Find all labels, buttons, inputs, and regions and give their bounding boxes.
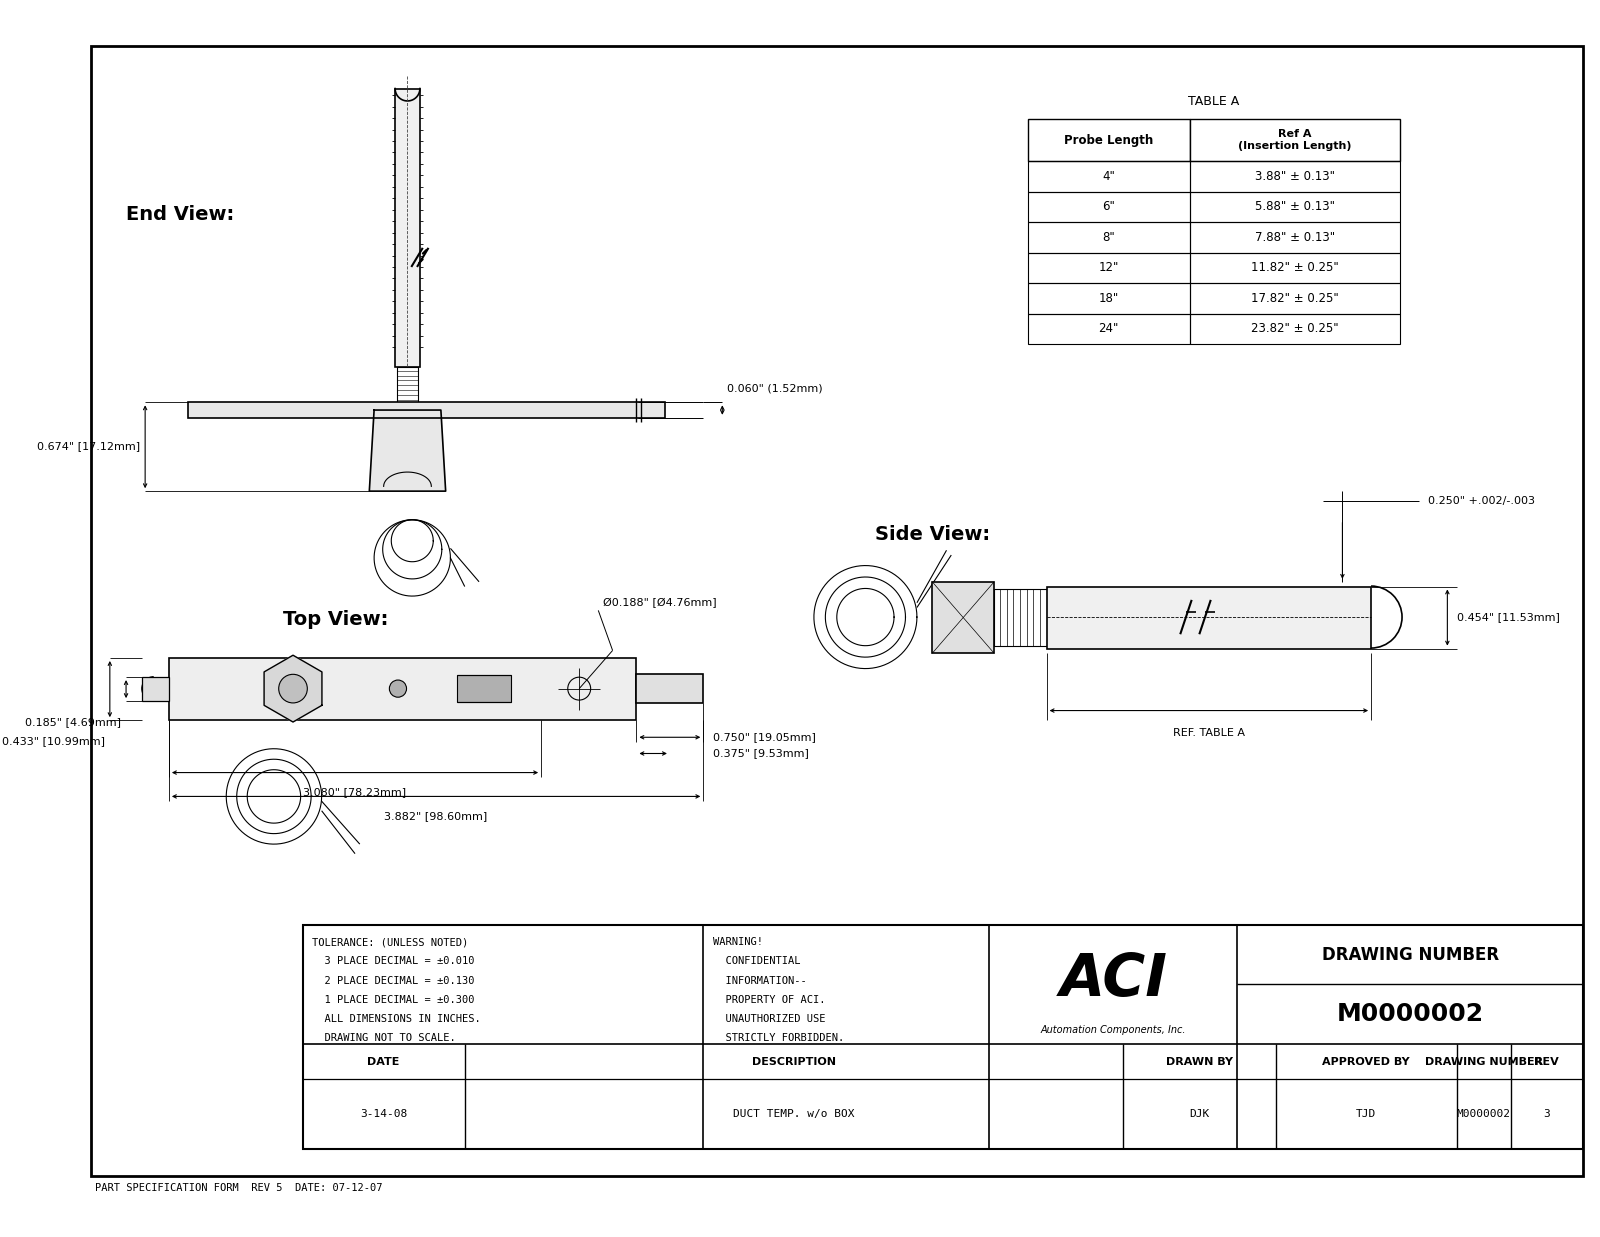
- Text: 0.375" [9.53mm]: 0.375" [9.53mm]: [712, 748, 808, 758]
- Bar: [1027, 119, 1190, 161]
- Text: M0000002: M0000002: [1456, 1110, 1510, 1119]
- Text: PROPERTY OF ACI.: PROPERTY OF ACI.: [712, 995, 826, 1004]
- Text: Ø0.188" [Ø4.76mm]: Ø0.188" [Ø4.76mm]: [603, 597, 717, 607]
- Text: TJD: TJD: [1357, 1110, 1376, 1119]
- Text: 4": 4": [1102, 169, 1115, 183]
- Text: 3.882" [98.60mm]: 3.882" [98.60mm]: [384, 810, 488, 820]
- Polygon shape: [264, 656, 322, 722]
- Text: STRICTLY FORBIDDEN.: STRICTLY FORBIDDEN.: [712, 1033, 845, 1043]
- Text: 2 PLACE DECIMAL = ±0.130: 2 PLACE DECIMAL = ±0.130: [312, 976, 475, 986]
- Bar: [170, 658, 637, 720]
- Bar: [637, 674, 704, 703]
- Bar: [395, 89, 419, 367]
- Text: DATE: DATE: [368, 1056, 400, 1066]
- Bar: [1190, 252, 1400, 283]
- Text: CONFIDENTIAL: CONFIDENTIAL: [712, 956, 800, 966]
- Circle shape: [389, 680, 406, 698]
- Text: TABLE A: TABLE A: [1189, 95, 1240, 109]
- Text: UNAUTHORIZED USE: UNAUTHORIZED USE: [712, 1013, 826, 1024]
- Text: Ref A
(Insertion Length): Ref A (Insertion Length): [1238, 129, 1352, 151]
- Text: 0.454" [11.53mm]: 0.454" [11.53mm]: [1458, 612, 1560, 622]
- Text: PART SPECIFICATION FORM  REV 5  DATE: 07-12-07: PART SPECIFICATION FORM REV 5 DATE: 07-1…: [94, 1183, 382, 1192]
- Text: 0.433" [10.99mm]: 0.433" [10.99mm]: [2, 736, 106, 746]
- Text: Top View:: Top View:: [283, 610, 389, 630]
- Text: 6": 6": [1102, 200, 1115, 213]
- Text: DRAWING NUMBER: DRAWING NUMBER: [1322, 946, 1499, 964]
- Bar: [1190, 161, 1400, 192]
- Text: 0.674" [17.12mm]: 0.674" [17.12mm]: [37, 442, 141, 452]
- Bar: [1027, 223, 1190, 252]
- Text: ALL DIMENSIONS IN INCHES.: ALL DIMENSIONS IN INCHES.: [312, 1013, 482, 1024]
- Text: DRAWING NOT TO SCALE.: DRAWING NOT TO SCALE.: [312, 1033, 456, 1043]
- Text: Automation Components, Inc.: Automation Components, Inc.: [1040, 1025, 1186, 1035]
- Bar: [189, 402, 666, 418]
- Text: 3: 3: [1544, 1110, 1550, 1119]
- Text: INFORMATION--: INFORMATION--: [712, 976, 806, 986]
- Text: M0000002: M0000002: [1336, 1002, 1483, 1025]
- Text: 3-14-08: 3-14-08: [360, 1110, 408, 1119]
- Text: Side View:: Side View:: [875, 524, 990, 543]
- Bar: [1027, 283, 1190, 314]
- Text: 23.82" ± 0.25": 23.82" ± 0.25": [1251, 323, 1339, 335]
- Polygon shape: [370, 409, 446, 491]
- Text: 3.88" ± 0.13": 3.88" ± 0.13": [1254, 169, 1334, 183]
- Text: 17.82" ± 0.25": 17.82" ± 0.25": [1251, 292, 1339, 306]
- Bar: [142, 677, 170, 701]
- Bar: [1027, 192, 1190, 223]
- Text: DRAWN BY: DRAWN BY: [1166, 1056, 1234, 1066]
- Bar: [1027, 161, 1190, 192]
- Text: TOLERANCE: (UNLESS NOTED): TOLERANCE: (UNLESS NOTED): [312, 938, 469, 948]
- Text: REF. TABLE A: REF. TABLE A: [1173, 727, 1245, 737]
- Bar: [994, 589, 1046, 646]
- Bar: [1190, 283, 1400, 314]
- Bar: [302, 925, 1582, 1149]
- Bar: [458, 675, 510, 701]
- Text: ACI: ACI: [1059, 951, 1168, 1008]
- Text: 5.88" ± 0.13": 5.88" ± 0.13": [1254, 200, 1334, 213]
- Text: DRAWING NUMBER: DRAWING NUMBER: [1424, 1056, 1542, 1066]
- Text: End View:: End View:: [126, 205, 234, 224]
- Bar: [1190, 119, 1400, 161]
- Text: 3 PLACE DECIMAL = ±0.010: 3 PLACE DECIMAL = ±0.010: [312, 956, 475, 966]
- Text: 0.185" [4.69mm]: 0.185" [4.69mm]: [26, 717, 122, 727]
- Bar: [1027, 314, 1190, 344]
- Text: Probe Length: Probe Length: [1064, 134, 1154, 146]
- Bar: [1190, 192, 1400, 223]
- Text: 12": 12": [1099, 261, 1118, 275]
- Text: 8": 8": [1102, 231, 1115, 244]
- Text: 0.060" (1.52mm): 0.060" (1.52mm): [726, 383, 822, 393]
- Circle shape: [278, 674, 307, 703]
- Text: APPROVED BY: APPROVED BY: [1323, 1056, 1410, 1066]
- Text: DUCT TEMP. w/o BOX: DUCT TEMP. w/o BOX: [733, 1110, 854, 1119]
- Text: 7.88" ± 0.13": 7.88" ± 0.13": [1254, 231, 1334, 244]
- Bar: [933, 581, 994, 653]
- Bar: [1046, 586, 1371, 648]
- Text: DJK: DJK: [1189, 1110, 1210, 1119]
- Text: DESCRIPTION: DESCRIPTION: [752, 1056, 835, 1066]
- Text: 18": 18": [1099, 292, 1118, 306]
- Text: 1 PLACE DECIMAL = ±0.300: 1 PLACE DECIMAL = ±0.300: [312, 995, 475, 1004]
- Bar: [1190, 314, 1400, 344]
- Text: 24": 24": [1099, 323, 1118, 335]
- Text: 0.750" [19.05mm]: 0.750" [19.05mm]: [712, 732, 816, 742]
- Bar: [1027, 252, 1190, 283]
- Bar: [1190, 223, 1400, 252]
- Text: 3.080" [78.23mm]: 3.080" [78.23mm]: [304, 787, 406, 797]
- Text: 11.82" ± 0.25": 11.82" ± 0.25": [1251, 261, 1339, 275]
- Bar: [397, 367, 418, 409]
- Text: REV: REV: [1534, 1056, 1558, 1066]
- Text: WARNING!: WARNING!: [712, 938, 763, 948]
- Text: 0.250" +.002/-.003: 0.250" +.002/-.003: [1429, 496, 1536, 506]
